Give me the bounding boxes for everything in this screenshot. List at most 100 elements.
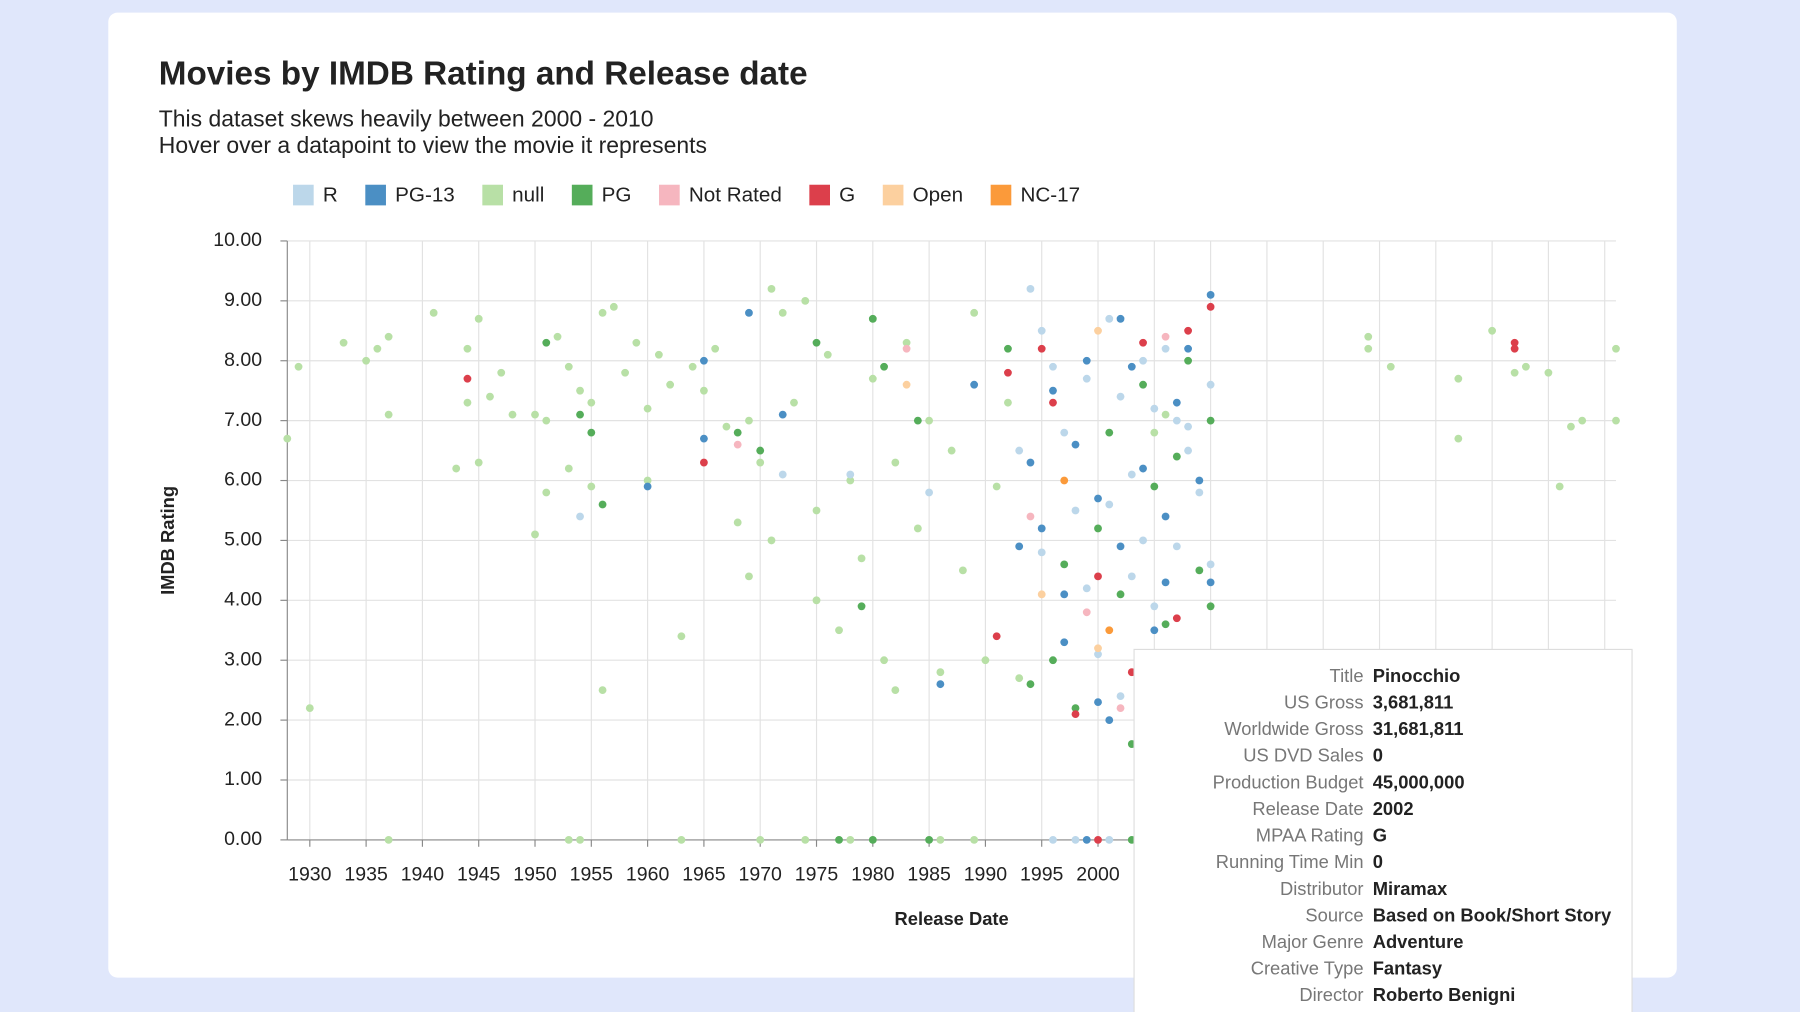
point bbox=[958, 566, 967, 575]
tooltip-key: Running Time Min bbox=[1216, 851, 1364, 872]
point bbox=[1094, 524, 1102, 533]
point bbox=[1139, 356, 1147, 365]
point bbox=[857, 554, 866, 563]
point bbox=[1161, 620, 1170, 629]
x-tick-label: 1950 bbox=[513, 864, 557, 886]
tooltip-value: 0 bbox=[1373, 851, 1383, 872]
point bbox=[857, 602, 866, 611]
tooltip-value: 45,000,000 bbox=[1373, 771, 1465, 792]
legend-swatch bbox=[882, 184, 904, 206]
point bbox=[1082, 835, 1091, 844]
point bbox=[542, 338, 551, 347]
point bbox=[1195, 476, 1204, 485]
subtitle: Hover over a datapoint to view the movie… bbox=[159, 132, 707, 158]
point bbox=[1206, 560, 1215, 569]
point bbox=[812, 506, 821, 515]
point bbox=[564, 835, 573, 844]
point bbox=[1049, 656, 1057, 665]
point bbox=[463, 344, 472, 353]
point bbox=[970, 308, 979, 317]
point bbox=[609, 302, 618, 311]
point bbox=[1612, 344, 1620, 353]
point bbox=[1094, 644, 1102, 653]
point bbox=[846, 476, 855, 485]
legend: R PG-13 null PG Not Rated G Open NC-17 bbox=[293, 184, 1080, 207]
y-tick-label: 7.00 bbox=[224, 409, 262, 431]
point bbox=[294, 362, 303, 371]
points bbox=[283, 284, 1620, 844]
tooltip: Title Pinocchio US Gross 3,681,811 Worldwide… bbox=[1133, 648, 1633, 1012]
point bbox=[621, 368, 629, 377]
tooltip-key: US DVD Sales bbox=[1243, 745, 1363, 766]
point bbox=[1139, 536, 1147, 545]
point bbox=[790, 398, 798, 407]
legend-label: Not Rated bbox=[689, 184, 782, 207]
point bbox=[970, 380, 979, 389]
point bbox=[1060, 560, 1069, 569]
point bbox=[1037, 548, 1046, 557]
legend-label: null bbox=[512, 184, 544, 207]
point bbox=[756, 446, 765, 455]
tooltip-key: Source bbox=[1305, 904, 1363, 925]
x-tick-label: 1975 bbox=[795, 864, 839, 886]
y-axis-title: IMDB Rating bbox=[157, 486, 178, 595]
point bbox=[1049, 835, 1057, 844]
tooltip-value: G bbox=[1373, 825, 1387, 846]
x-tick-label: 1945 bbox=[457, 864, 501, 886]
point bbox=[1049, 386, 1057, 395]
point bbox=[576, 512, 584, 521]
point bbox=[1510, 368, 1519, 377]
point bbox=[598, 308, 607, 317]
point bbox=[1150, 482, 1159, 491]
point bbox=[913, 524, 922, 533]
point bbox=[531, 530, 539, 539]
point bbox=[756, 458, 765, 467]
point bbox=[925, 416, 934, 425]
point bbox=[1454, 374, 1463, 383]
tooltip-value: Based on Book/Short Story bbox=[1373, 904, 1612, 925]
x-tick-label: 1990 bbox=[964, 864, 1008, 886]
subtitle: This dataset skews heavily between 2000 … bbox=[159, 106, 654, 132]
chart-title: Movies by IMDB Rating and Release date bbox=[159, 56, 808, 93]
point bbox=[778, 410, 787, 419]
point bbox=[1071, 506, 1080, 515]
point bbox=[700, 458, 708, 467]
point bbox=[1150, 626, 1159, 635]
point bbox=[1094, 494, 1102, 503]
point bbox=[1161, 410, 1170, 419]
point bbox=[1071, 710, 1080, 719]
point bbox=[947, 446, 956, 455]
point bbox=[1184, 326, 1192, 335]
point bbox=[812, 596, 821, 605]
point bbox=[1082, 356, 1091, 365]
point bbox=[823, 350, 832, 359]
point bbox=[1386, 362, 1395, 371]
point bbox=[1510, 338, 1519, 347]
point bbox=[643, 404, 652, 413]
y-tick-label: 6.00 bbox=[224, 469, 262, 491]
x-axis-title: Release Date bbox=[895, 908, 1009, 929]
y-tick-label: 4.00 bbox=[224, 588, 262, 610]
point bbox=[745, 308, 753, 317]
point bbox=[362, 356, 371, 365]
point bbox=[677, 632, 686, 641]
point bbox=[992, 632, 1001, 641]
point bbox=[1127, 470, 1136, 479]
point bbox=[1015, 446, 1024, 455]
point bbox=[1094, 835, 1102, 844]
point bbox=[497, 368, 506, 377]
y-tick-label: 1.00 bbox=[224, 768, 262, 790]
tooltip-value: Pinocchio bbox=[1373, 665, 1461, 686]
x-tick-label: 1985 bbox=[907, 864, 951, 886]
point bbox=[700, 356, 708, 365]
point bbox=[1206, 302, 1215, 311]
point bbox=[1116, 392, 1125, 401]
point bbox=[1026, 284, 1035, 293]
point bbox=[835, 835, 843, 844]
legend-swatch bbox=[365, 184, 386, 206]
point bbox=[1150, 404, 1159, 413]
point bbox=[384, 410, 393, 419]
tooltip-value: Roberto Benigni bbox=[1373, 984, 1516, 1005]
point bbox=[1161, 578, 1170, 587]
legend-swatch bbox=[659, 184, 680, 206]
